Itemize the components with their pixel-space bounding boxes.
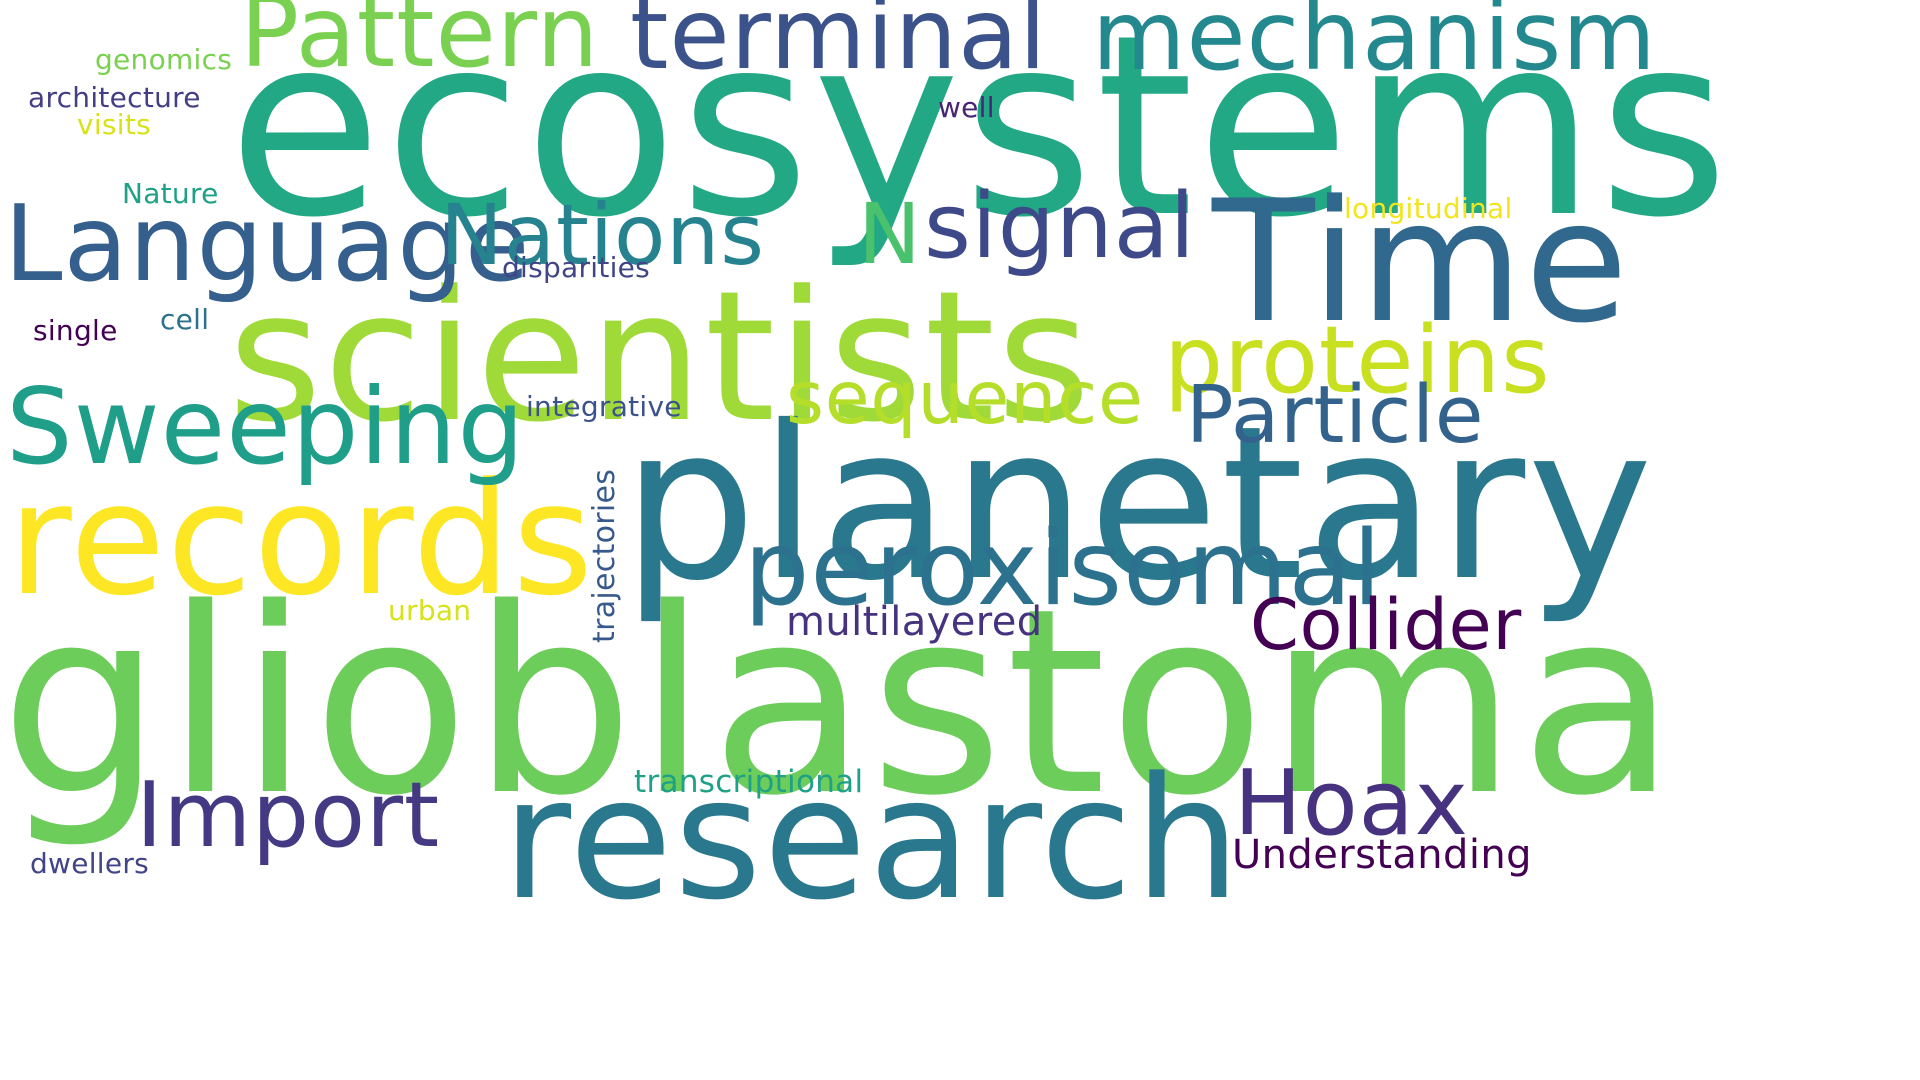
word-multilayered: multilayered: [786, 599, 1043, 645]
word-sweeping: Sweeping: [6, 366, 526, 488]
word-longitudinal: longitudinal: [1344, 192, 1513, 225]
word-records: records: [8, 449, 595, 630]
word-pattern: Pattern: [240, 0, 600, 90]
word-peroxisomal: peroxisomal: [744, 509, 1383, 629]
word-ecosystems: ecosystems: [228, 0, 1732, 272]
word-signal: signal: [924, 174, 1196, 279]
word-glioblastoma: glioblastoma: [0, 554, 1680, 852]
word-n: N: [858, 185, 922, 283]
word-visits: visits: [77, 108, 151, 141]
word-nature: Nature: [122, 177, 219, 210]
word-scientists: scientists: [228, 253, 1093, 462]
word-language: Language: [4, 183, 531, 305]
word-transcriptional: transcriptional: [634, 764, 864, 800]
word-trajectories: trajectories: [587, 468, 622, 643]
word-particle: Particle: [1186, 369, 1485, 461]
word-mechanism: mechanism: [1092, 0, 1657, 92]
word-urban: urban: [388, 594, 472, 627]
word-terminal: terminal: [630, 0, 1048, 92]
word-integrative: integrative: [526, 390, 682, 423]
word-understanding: Understanding: [1232, 832, 1532, 878]
word-cell: cell: [160, 303, 210, 336]
word-import: Import: [136, 763, 441, 868]
word-research: research: [502, 741, 1243, 937]
word-well: well: [938, 91, 995, 124]
word-disparities: disparities: [502, 251, 651, 284]
word-time: Time: [1212, 164, 1630, 360]
word-genomics: genomics: [95, 43, 233, 76]
word-planetary: planetary: [622, 380, 1655, 627]
word-single: single: [33, 314, 118, 347]
word-collider: Collider: [1250, 584, 1522, 666]
word-nations: Nations: [440, 186, 765, 284]
word-dwellers: dwellers: [30, 847, 150, 880]
word-architecture: architecture: [28, 81, 201, 114]
word-proteins: proteins: [1164, 306, 1551, 414]
word-hoax: Hoax: [1234, 751, 1469, 856]
word-sequence: sequence: [786, 356, 1144, 441]
